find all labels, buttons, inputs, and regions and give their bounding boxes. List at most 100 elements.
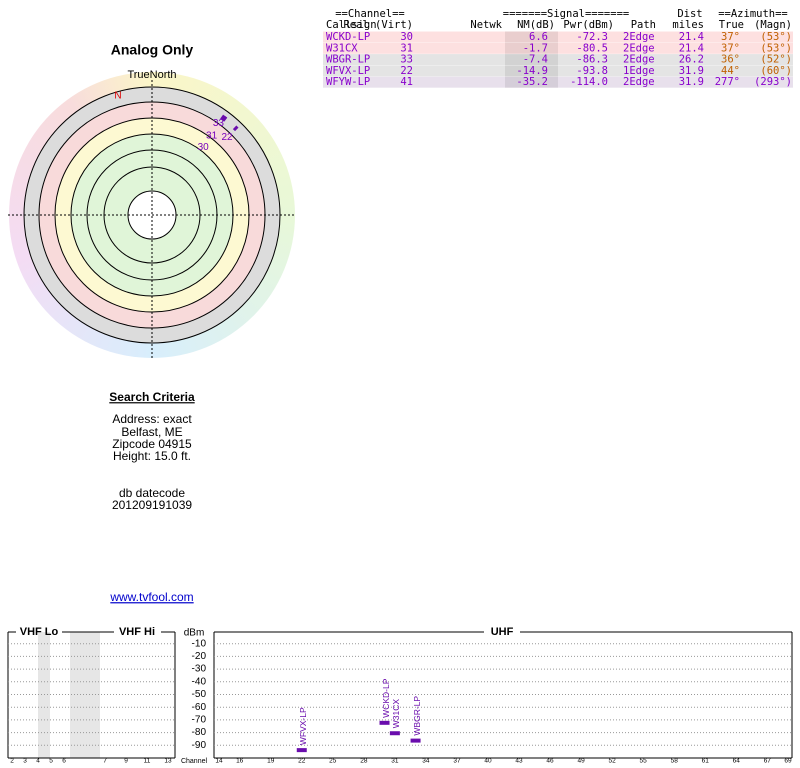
y-tick-label: -10 [192,638,207,649]
table-row [323,54,793,66]
table-cell: WFYW-LP [326,76,370,88]
table-cell: WBGR-LP [326,54,370,66]
x-tick-label: 58 [671,758,679,765]
x-tick-label: 61 [702,758,710,765]
x-tick-label: 67 [764,758,772,765]
nm-cell [505,65,558,77]
criteria-heading: Search Criteria [109,390,195,404]
table-cell: 36° [721,54,740,66]
polar: Analog Only TrueNorth N [8,42,296,360]
band-label: VHF Lo [20,626,59,638]
x-tick-label: 49 [577,758,585,765]
bar [379,720,390,725]
criteria-line: Address: exact [112,412,192,426]
bar-label: WCKD-LP [381,678,391,718]
x-tick-label: 55 [640,758,648,765]
x-tick-label: 37 [453,758,461,765]
x-tick-label: 25 [329,758,337,765]
table-cell: 2Edge [623,42,655,54]
table-cell: (52°) [760,54,792,66]
table-cell: WFVX-LP [326,65,370,77]
table-cell: W31CX [326,42,358,54]
table-cell: 2Edge [623,76,655,88]
table-header: (Magn) [754,19,792,31]
table-cell: 21.4 [679,42,704,54]
table-cell: WCKD-LP [326,31,370,43]
table-cell: -86.3 [576,54,608,66]
x-tick-label: 4 [36,758,40,765]
x-tick-label: 7 [103,758,107,765]
table-header: True [719,19,744,31]
table-cell: 33 [400,54,413,66]
bar-label: WFVX-LP [298,707,308,745]
polar-label: 31 [206,131,218,142]
polar-marker [232,125,239,132]
table-row [323,31,793,43]
x-tick-label: 46 [546,758,554,765]
polar-label: 22 [221,132,233,143]
table-group-header: ==Channel== [335,8,405,20]
table-header: Path [631,19,656,31]
x-tick-label: 43 [515,758,523,765]
table-cell: -72.3 [576,31,608,43]
table-cell: 22 [400,65,413,77]
table-cell: (293°) [754,76,792,88]
x-tick-label: 69 [784,758,792,765]
x-tick-label: 40 [484,758,492,765]
table-row [323,76,793,88]
table-cell: (53°) [760,31,792,43]
criteria-line: Height: 15.0 ft. [113,449,191,463]
table-row [323,42,793,54]
y-tick-label: -50 [192,689,207,700]
table-group-header: ==Azimuth== [718,8,788,20]
table-header: NM(dB) [517,19,555,31]
criteria-line: Zipcode 04915 [112,437,192,451]
band-label: UHF [491,626,514,638]
link[interactable]: www.tvfool.com [109,590,193,604]
table-cell: 1Edge [623,65,655,77]
table-cell: 44° [721,65,740,77]
table-header: Pwr(dBm) [563,19,614,31]
x-tick-label: 64 [733,758,741,765]
table-cell: 31.9 [679,65,704,77]
band-label: VHF Hi [119,626,155,638]
table-cell: 26.2 [679,54,704,66]
table-cell: 2Edge [623,31,655,43]
table-header: Real (Virt) [343,19,413,31]
x-tick-label: 28 [360,758,368,765]
criteria: Search Criteria Address: exact Belfast, … [109,390,195,604]
polar-title: Analog Only [111,42,194,58]
x-tick-label: 16 [236,758,244,765]
bar [410,738,421,743]
polar-marker [221,115,228,122]
table-cell: 2Edge [623,54,655,66]
table-row [323,65,793,77]
nm-cell [505,54,558,66]
polar-label: 30 [198,142,210,153]
x-tick-label: 31 [391,758,399,765]
y-tick-label: -80 [192,727,207,738]
bar-label: WBGR-LP [412,696,422,736]
table-cell: -1.7 [523,42,548,54]
table-cell: (53°) [760,42,792,54]
polar-marker [220,114,226,121]
y-tick-label: -20 [192,651,207,662]
table-header: Callsign [326,19,377,31]
db-label: db datecode [119,486,185,500]
y-tick-label: -90 [192,740,207,751]
table-cell: 31 [400,42,413,54]
x-tick-label: 52 [609,758,617,765]
table-cell: -80.5 [576,42,608,54]
bar [389,731,400,736]
x-tick-label: 34 [422,758,430,765]
y-axis-label: dBm [184,628,205,639]
x-tick-label: 14 [215,758,223,765]
x-tick-label: 22 [298,758,306,765]
db-code: 201209191039 [112,498,192,512]
table-cell: 41 [400,76,413,88]
table-header: Netwk [470,19,502,31]
table-cell: -7.4 [523,54,548,66]
x-tick-label: 13 [164,758,172,765]
polar-label: 33 [213,118,225,129]
